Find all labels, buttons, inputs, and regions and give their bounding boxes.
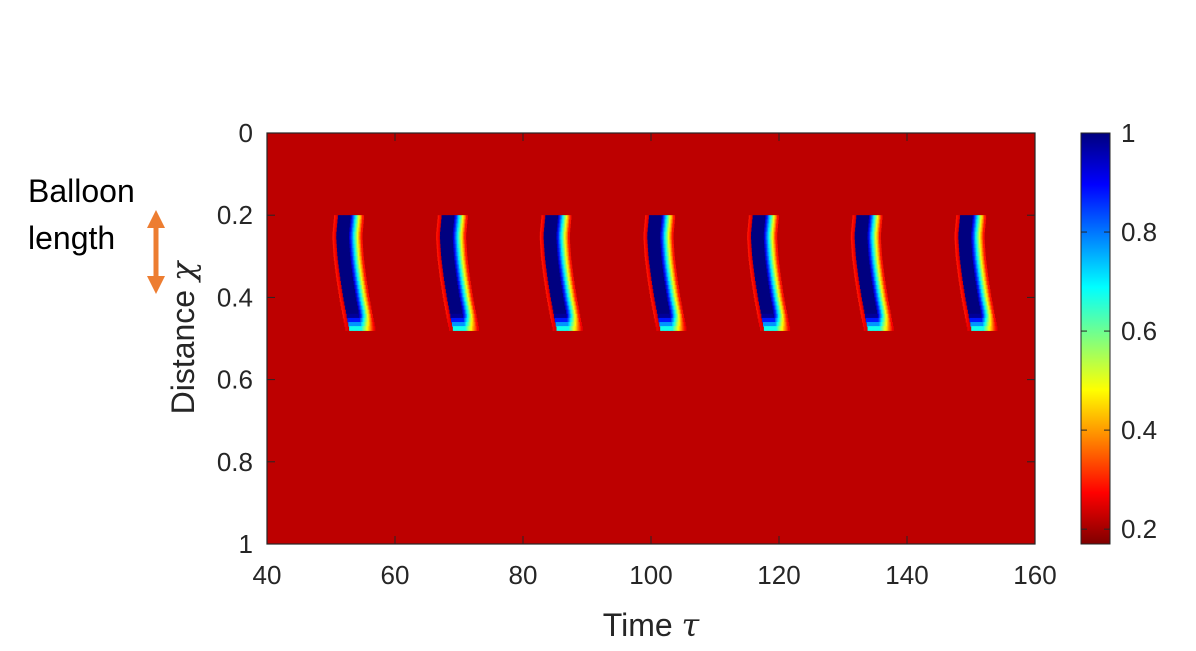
y-tick-label: 0.6 bbox=[217, 365, 253, 395]
x-axis-title: Time τ bbox=[603, 606, 701, 644]
heatmap-waves bbox=[332, 215, 998, 331]
annotation-line1: Balloon bbox=[28, 173, 135, 209]
y-tick-label: 0.8 bbox=[217, 447, 253, 477]
x-tick-label: 40 bbox=[253, 560, 282, 590]
y-tick-label: 0.4 bbox=[217, 282, 253, 312]
colorbar-tick-label: 0.6 bbox=[1121, 316, 1157, 346]
y-tick-label: 0.2 bbox=[217, 200, 253, 230]
wave-front-3 bbox=[539, 215, 583, 331]
wave-front-2 bbox=[436, 215, 480, 331]
y-tick-label: 1 bbox=[239, 529, 253, 559]
arrow-head-down bbox=[147, 276, 165, 294]
wave-front-5 bbox=[747, 215, 791, 331]
colorbar bbox=[1080, 132, 1111, 545]
wave-front-6 bbox=[850, 215, 894, 331]
x-tick-label: 60 bbox=[381, 560, 410, 590]
x-axis: 40 60 80 100 120 140 160 bbox=[253, 133, 1057, 590]
heatmap-background bbox=[267, 133, 1035, 544]
colorbar-tick-label: 0.8 bbox=[1121, 217, 1157, 247]
y-axis-title: Distance χ bbox=[164, 260, 202, 414]
wave-front-7 bbox=[954, 215, 998, 331]
colorbar-tick-label: 1 bbox=[1121, 118, 1135, 148]
x-tick-label: 120 bbox=[757, 560, 800, 590]
x-tick-label: 160 bbox=[1013, 560, 1056, 590]
y-tick-label: 0 bbox=[239, 118, 253, 148]
colorbar-tick-label: 0.2 bbox=[1121, 514, 1157, 544]
x-tick-label: 100 bbox=[629, 560, 672, 590]
balloon-length-arrow bbox=[147, 210, 165, 294]
wave-front-4 bbox=[643, 215, 687, 331]
x-tick-label: 80 bbox=[509, 560, 538, 590]
annotation-line2: length bbox=[28, 220, 115, 256]
colorbar-tick-label: 0.4 bbox=[1121, 415, 1157, 445]
wave-front-1 bbox=[332, 215, 376, 331]
y-axis: 0 0.2 0.4 0.6 0.8 1 bbox=[217, 118, 1035, 559]
arrow-head-up bbox=[147, 210, 165, 228]
x-tick-label: 140 bbox=[885, 560, 928, 590]
colorbar-ticks: 1 0.8 0.6 0.4 0.2 bbox=[1081, 118, 1157, 544]
